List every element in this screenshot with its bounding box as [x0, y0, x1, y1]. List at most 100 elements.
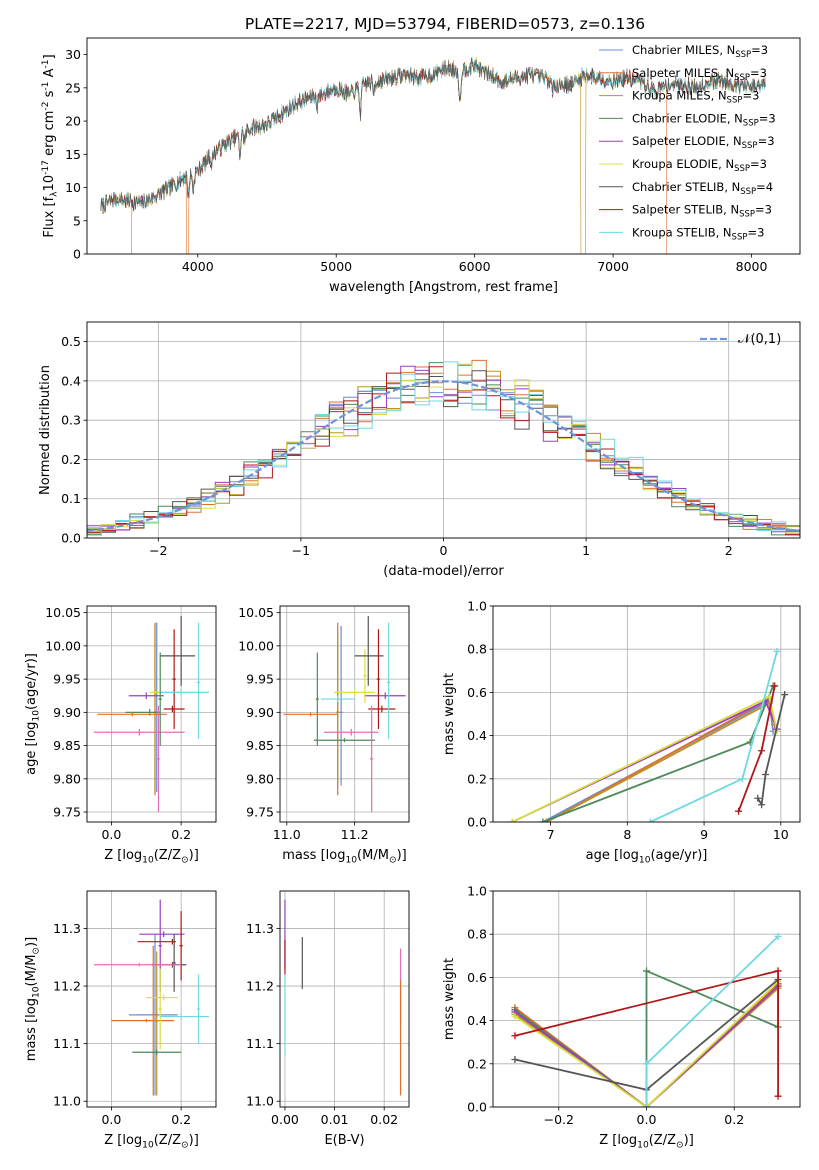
weight-line [757, 694, 786, 806]
errorbar-salpeter-stelib [172, 629, 176, 729]
errorbar-salpeter-elodie [139, 931, 185, 938]
axes-frame [86, 37, 801, 255]
weight-point [774, 967, 782, 975]
errorbar-salpeter-stelib [376, 629, 381, 729]
x-tick-label: 9 [700, 827, 708, 842]
legend-label-chabrier-stelib: Chabrier STELIB, NSSP=4 [632, 180, 773, 197]
errorbar-salpeter-elodie [128, 692, 164, 700]
errorbar-chabrier-miles [339, 625, 343, 786]
weight-line [546, 702, 778, 822]
y-tick-label: 0.3 [61, 413, 81, 428]
plot-area [283, 615, 406, 813]
x-axis-label: (data-model)/error [383, 564, 504, 579]
weight-point [781, 691, 789, 699]
x-tick-label: 11.0 [273, 827, 301, 842]
errorbar-extra [324, 728, 379, 736]
weight-series-kroupa-stelib [646, 647, 781, 822]
y-tick-label: 0.8 [467, 642, 487, 657]
y-tick-label: 15 [65, 147, 81, 162]
y-tick-label: 11.3 [246, 921, 274, 936]
axes-frame [492, 890, 801, 1108]
gridlines [87, 606, 216, 822]
spectrum-legend: Chabrier MILES, NSSP=3 Salpeter MILES, NS… [599, 43, 776, 242]
y-tick-label: 0.5 [61, 334, 81, 349]
errorbar-kroupa-miles [154, 951, 159, 1096]
y-axis-label: mass weight [442, 958, 457, 1040]
y-tick-label: 0.8 [467, 927, 487, 942]
x-tick-label: −0.2 [544, 1112, 574, 1127]
errorbar-kroupa-stelib [320, 695, 355, 703]
y-tick-label: 1.0 [467, 884, 487, 899]
x-tick-label: 0.0 [101, 827, 121, 842]
errorbar-chabrier-elodie [315, 652, 320, 746]
y-axis-label: age [log10(age/yr)] [24, 653, 41, 775]
figure-title: PLATE=2217, MJD=53794, FIBERID=0573, z=0… [245, 15, 645, 33]
y-tick-label: 9.75 [246, 805, 274, 820]
y-tick-label: 5 [73, 213, 81, 228]
y-tick-label: 20 [65, 114, 81, 129]
x-tick-label: −1 [292, 543, 310, 558]
y-tick-label: 1.0 [467, 599, 487, 614]
y-tick-label: 0.0 [61, 531, 81, 546]
errorbar-kroupa-stelib [386, 622, 391, 739]
errorbar-extra [369, 705, 374, 813]
weight-line [514, 985, 779, 1107]
weight-line [514, 983, 779, 1107]
x-tick-label: 11.2 [341, 827, 369, 842]
errorbar-kroupa-elodie [363, 649, 367, 703]
y-tick-label: 0.4 [467, 1013, 487, 1028]
plot-area [87, 359, 800, 536]
weight-series-salpeter-stelib [511, 967, 782, 1100]
errorbar-chabrier-stelib [172, 934, 176, 992]
x-tick-label: 7000 [597, 259, 629, 274]
errorbar-salpeter-miles [283, 712, 338, 717]
weight-point [646, 818, 654, 822]
gridlines [87, 891, 216, 1107]
legend-label-chabrier-miles: Chabrier MILES, NSSP=3 [632, 43, 768, 60]
weight-point [539, 818, 547, 822]
y-tick-label: 0.1 [61, 491, 81, 506]
plot-area [100, 56, 766, 254]
axes-frame [279, 605, 410, 823]
gridlines [493, 605, 800, 823]
weight-point [643, 1060, 650, 1068]
weight-point [738, 775, 746, 783]
legend-label-kroupa-stelib: Kroupa STELIB, NSSP=3 [632, 225, 764, 242]
weight-point [773, 647, 781, 655]
y-tick-label: 0.2 [61, 452, 81, 467]
y-tick-label: 0.0 [467, 1100, 487, 1115]
axes-frame [279, 890, 410, 1108]
weight-line [514, 981, 779, 1107]
y-tick-label: 10.05 [238, 605, 274, 620]
weight-series-kroupa-elodie [508, 693, 781, 822]
errorbar-extra [93, 963, 182, 967]
y-tick-label: 11.1 [246, 1036, 274, 1051]
weight-point [508, 818, 516, 822]
legend-label-salpeter-elodie: Salpeter ELODIE, NSSP=3 [632, 134, 775, 151]
errorbar-kroupa-stelib [196, 622, 201, 739]
x-tick-label: 0 [440, 543, 448, 558]
mass-vs-z-panel: 0.0 0.2 11.0 11.1 11.2 11.3 Z [log10(Z/Z⊙)] mas… [24, 890, 217, 1150]
y-tick-label: 0 [73, 247, 81, 262]
x-axis-label: mass [log10(M/M⊙)] [282, 848, 406, 865]
weight-series-kroupa-miles [543, 699, 781, 822]
normal-reference-curve [87, 380, 800, 533]
errorbar-kroupa-stelib [160, 689, 210, 696]
weight-series-salpeter-stelib [735, 682, 779, 815]
errorbar-kroupa-elodie [334, 689, 376, 696]
y-tick-label: 0.6 [467, 970, 487, 985]
weight-point [774, 932, 782, 940]
y-tick-label: 9.85 [246, 738, 274, 753]
y-tick-label: 9.95 [53, 672, 81, 687]
spectrum-panel: 4000 5000 6000 7000 8000 0 5 10 15 20 25 30 waveleng… [41, 37, 801, 295]
errorbar-salpeter-stelib [179, 911, 183, 981]
axes-frame [86, 321, 801, 539]
x-tick-label: 0.02 [370, 1112, 398, 1127]
x-tick-label: 0.0 [101, 1112, 121, 1127]
y-axis-label: mass weight [442, 673, 457, 755]
x-tick-label: −2 [149, 543, 167, 558]
legend-label-salpeter-stelib: Salpeter STELIB, NSSP=3 [632, 203, 772, 220]
y-tick-label: 0.0 [467, 815, 487, 830]
y-tick-label: 11.0 [53, 1094, 81, 1109]
